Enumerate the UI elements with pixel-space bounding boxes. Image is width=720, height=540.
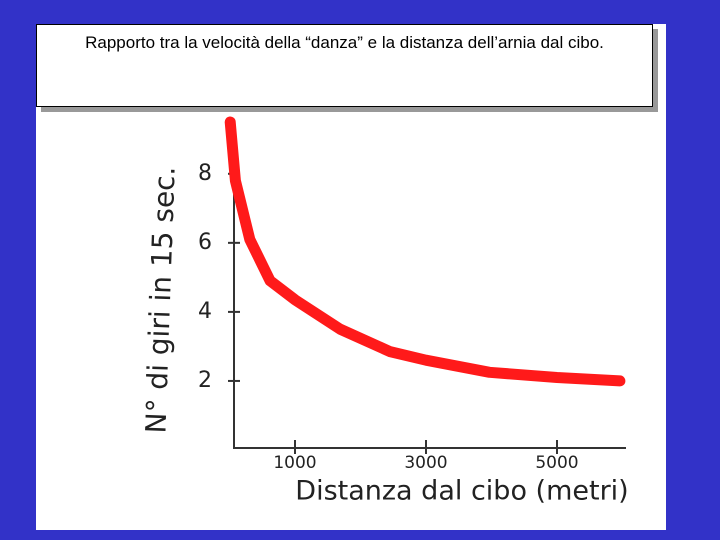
y-tick-label: 4 bbox=[198, 299, 212, 324]
y-tick-label: 6 bbox=[198, 230, 212, 255]
slide bbox=[36, 24, 666, 530]
x-axis-label: Distanza dal cibo (metri) bbox=[295, 476, 628, 507]
x-tick-label: 3000 bbox=[404, 453, 447, 473]
y-tick-label: 8 bbox=[198, 161, 212, 186]
chart-title: Rapporto tra la velocità della “danza” e… bbox=[85, 33, 604, 52]
y-tick-label: 2 bbox=[198, 368, 212, 393]
title-box: Rapporto tra la velocità della “danza” e… bbox=[36, 24, 653, 107]
x-tick-label: 5000 bbox=[535, 453, 578, 473]
y-axis-label: N° di giri in 15 sec. bbox=[139, 166, 181, 434]
data-line bbox=[224, 116, 626, 387]
x-tick-label: 1000 bbox=[273, 453, 316, 473]
